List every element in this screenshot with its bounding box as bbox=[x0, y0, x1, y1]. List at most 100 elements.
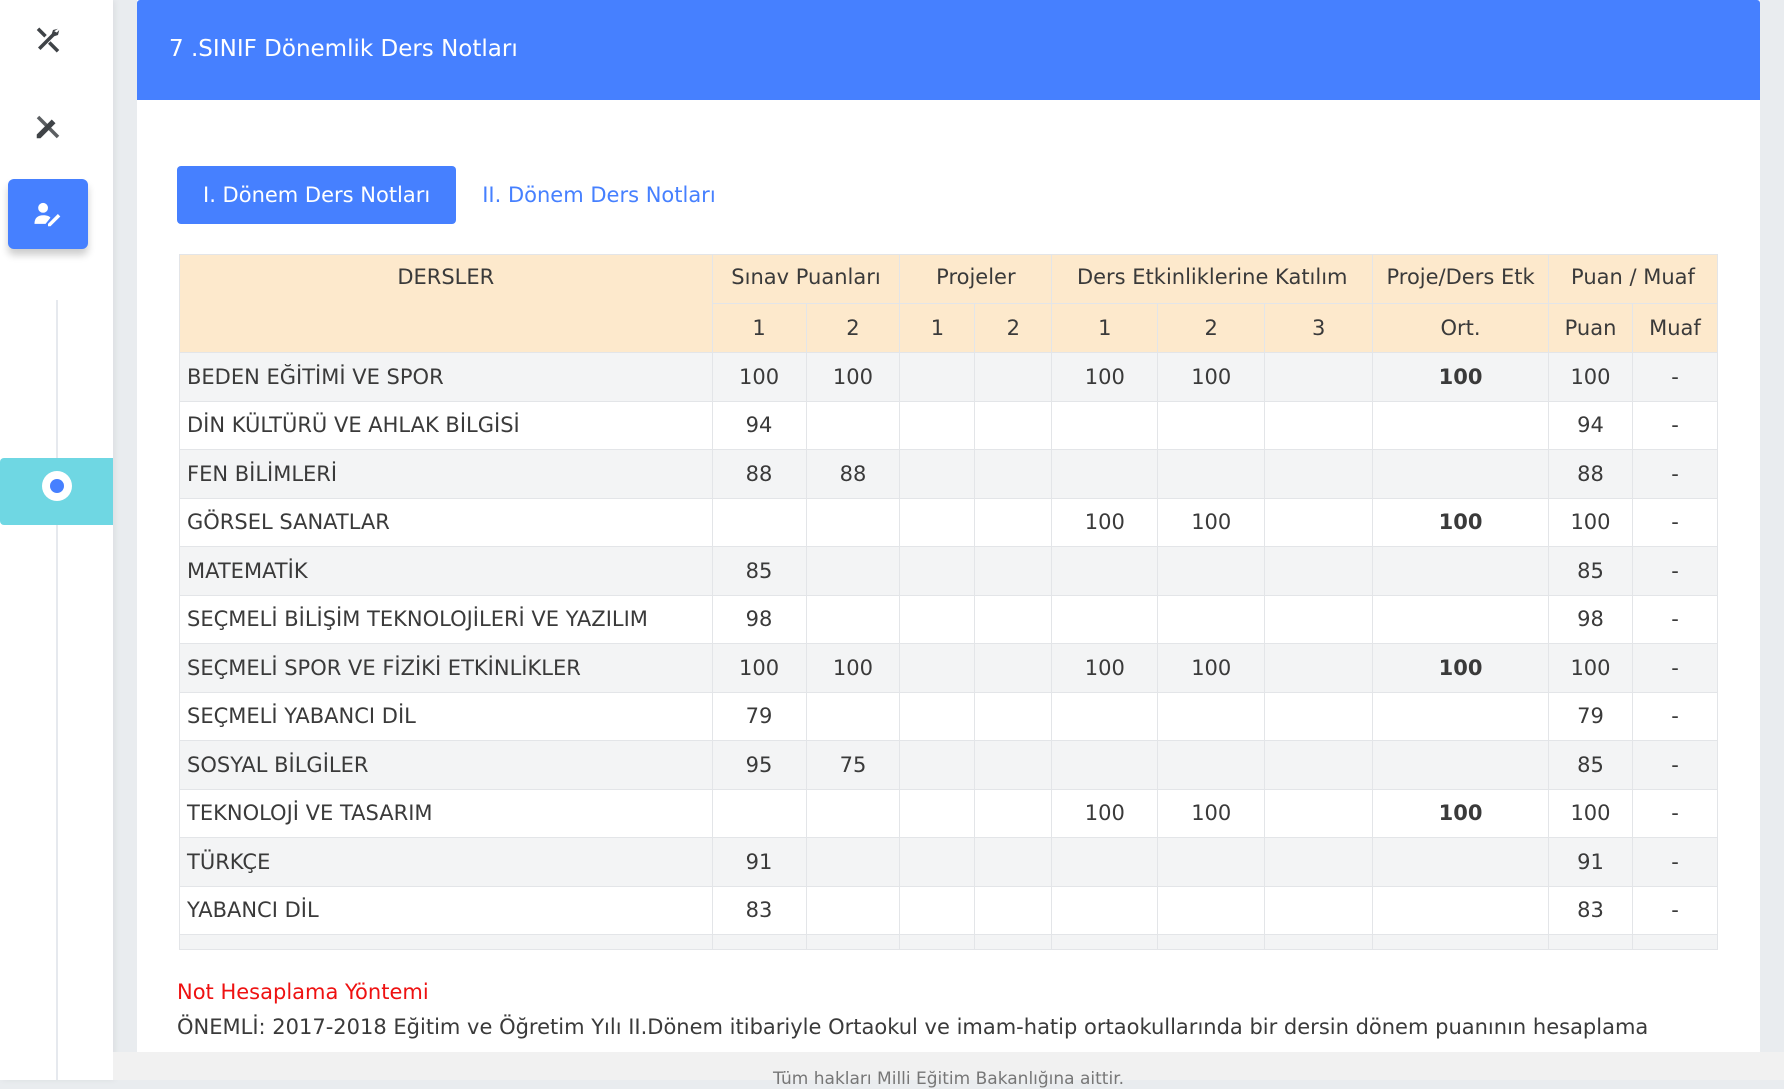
empty-cell bbox=[805, 934, 901, 950]
subheader-cell: 1 bbox=[1051, 303, 1159, 353]
grade-cell: 98 bbox=[711, 594, 807, 644]
table-row: TÜRKÇE 91 91- bbox=[179, 837, 1719, 887]
grade-cell: 83 bbox=[711, 885, 807, 935]
grade-cell bbox=[974, 449, 1053, 499]
grade-cell bbox=[1264, 594, 1374, 644]
grade-cell: - bbox=[1631, 643, 1719, 693]
grade-cell bbox=[899, 691, 976, 741]
sidebar bbox=[0, 0, 113, 1080]
grade-cell bbox=[899, 594, 976, 644]
grade-cell: 100 bbox=[805, 643, 901, 693]
grade-cell: - bbox=[1631, 691, 1719, 741]
subject-name: DİN KÜLTÜRÜ VE AHLAK BİLGİSİ bbox=[179, 400, 713, 450]
grade-cell: 100 bbox=[1157, 352, 1266, 402]
table-row: SEÇMELİ SPOR VE FİZİKİ ETKİNLİKLER 100 100… bbox=[179, 643, 1719, 693]
empty-cell bbox=[711, 934, 807, 950]
grade-cell: 94 bbox=[711, 400, 807, 450]
note-title: Not Hesaplama Yöntemi bbox=[177, 980, 429, 1004]
tab-term-2[interactable]: II. Dönem Ders Notları bbox=[482, 183, 716, 207]
user-edit-icon[interactable] bbox=[8, 179, 88, 249]
table-row: YABANCI DİL 83 83- bbox=[179, 885, 1719, 935]
term-tabs: I. Dönem Ders Notları II. Dönem Ders Not… bbox=[177, 166, 742, 224]
subheader-cell: Muaf bbox=[1631, 303, 1719, 353]
grade-cell bbox=[899, 788, 976, 838]
grade-cell bbox=[1372, 400, 1550, 450]
subject-name: TEKNOLOJİ VE TASARIM bbox=[179, 788, 713, 838]
grade-cell: 100 bbox=[1051, 788, 1159, 838]
grade-cell bbox=[899, 352, 976, 402]
empty-cell bbox=[899, 934, 976, 950]
grade-cell bbox=[1157, 837, 1266, 887]
grade-cell: 100 bbox=[1157, 788, 1266, 838]
grade-cell bbox=[1264, 449, 1374, 499]
grade-cell bbox=[1372, 594, 1550, 644]
subject-name: FEN BİLİMLERİ bbox=[179, 449, 713, 499]
grade-cell: - bbox=[1631, 788, 1719, 838]
grade-cell bbox=[1372, 837, 1550, 887]
subject-name: SEÇMELİ BİLİŞİM TEKNOLOJİLERİ VE YAZILIM bbox=[179, 594, 713, 644]
subheader-cell: 2 bbox=[805, 303, 901, 353]
subject-name: GÖRSEL SANATLAR bbox=[179, 497, 713, 547]
grade-cell: - bbox=[1631, 400, 1719, 450]
grade-cell: 85 bbox=[1548, 740, 1633, 790]
table-row: DİN KÜLTÜRÜ VE AHLAK BİLGİSİ 94 94- bbox=[179, 400, 1719, 450]
grade-cell bbox=[1157, 691, 1266, 741]
grade-cell bbox=[899, 400, 976, 450]
grade-cell bbox=[1372, 546, 1550, 596]
subject-name: SEÇMELİ YABANCI DİL bbox=[179, 691, 713, 741]
grade-cell bbox=[1157, 594, 1266, 644]
grade-cell bbox=[1264, 885, 1374, 935]
grade-cell bbox=[1264, 740, 1374, 790]
subheader-cell: 3 bbox=[1264, 303, 1374, 353]
grade-cell: 83 bbox=[1548, 885, 1633, 935]
grade-cell: 85 bbox=[1548, 546, 1633, 596]
design-tools-icon[interactable] bbox=[8, 92, 88, 162]
table-row: GÖRSEL SANATLAR 100 100 100 100- bbox=[179, 497, 1719, 547]
grade-cell: 100 bbox=[1051, 497, 1159, 547]
grade-cell bbox=[805, 400, 901, 450]
subheader-cell: Ort. bbox=[1372, 303, 1550, 353]
grade-cell: 91 bbox=[1548, 837, 1633, 887]
grade-cell bbox=[1264, 352, 1374, 402]
grade-cell: 100 bbox=[1548, 643, 1633, 693]
grade-cell bbox=[1051, 400, 1159, 450]
subject-name: TÜRKÇE bbox=[179, 837, 713, 887]
grade-cell: 100 bbox=[1548, 352, 1633, 402]
grade-cell bbox=[1157, 740, 1266, 790]
subheader-cell: 1 bbox=[899, 303, 976, 353]
header-etkinlik: Ders Etkinliklerine Katılım bbox=[1051, 254, 1374, 304]
grade-cell: - bbox=[1631, 497, 1719, 547]
grade-cell: 100 bbox=[1157, 497, 1266, 547]
grade-cell bbox=[1051, 837, 1159, 887]
grade-cell bbox=[1264, 691, 1374, 741]
grade-cell bbox=[899, 546, 976, 596]
subject-name: SEÇMELİ SPOR VE FİZİKİ ETKİNLİKLER bbox=[179, 643, 713, 693]
grade-cell bbox=[899, 497, 976, 547]
grade-cell bbox=[974, 788, 1053, 838]
tab-term-1[interactable]: I. Dönem Ders Notları bbox=[177, 166, 457, 224]
note-text: ÖNEMLİ: 2017-2018 Eğitim ve Öğretim Yılı… bbox=[177, 1015, 1649, 1039]
empty-cell bbox=[179, 934, 713, 950]
grade-cell: - bbox=[1631, 740, 1719, 790]
grade-cell: 85 bbox=[711, 546, 807, 596]
grade-cell bbox=[1051, 691, 1159, 741]
grade-cell bbox=[1372, 885, 1550, 935]
page-title: 7 .SINIF Dönemlik Ders Notları bbox=[137, 0, 1760, 100]
sidebar-toggle[interactable] bbox=[0, 458, 113, 525]
subject-name: BEDEN EĞİTİMİ VE SPOR bbox=[179, 352, 713, 402]
grade-cell bbox=[1372, 449, 1550, 499]
tools-icon[interactable] bbox=[8, 5, 88, 75]
grade-cell: 100 bbox=[1051, 643, 1159, 693]
grade-cell: - bbox=[1631, 594, 1719, 644]
grade-cell bbox=[1051, 546, 1159, 596]
table-row: BEDEN EĞİTİMİ VE SPOR 100 100 100 100 100 100- bbox=[179, 352, 1719, 402]
grade-cell: 75 bbox=[805, 740, 901, 790]
grade-cell bbox=[805, 594, 901, 644]
table-row: SEÇMELİ YABANCI DİL 79 79- bbox=[179, 691, 1719, 741]
grade-cell bbox=[805, 546, 901, 596]
grade-cell: 100 bbox=[1157, 643, 1266, 693]
grade-cell bbox=[805, 837, 901, 887]
grade-cell bbox=[1264, 643, 1374, 693]
grade-cell bbox=[805, 691, 901, 741]
grade-cell: - bbox=[1631, 885, 1719, 935]
